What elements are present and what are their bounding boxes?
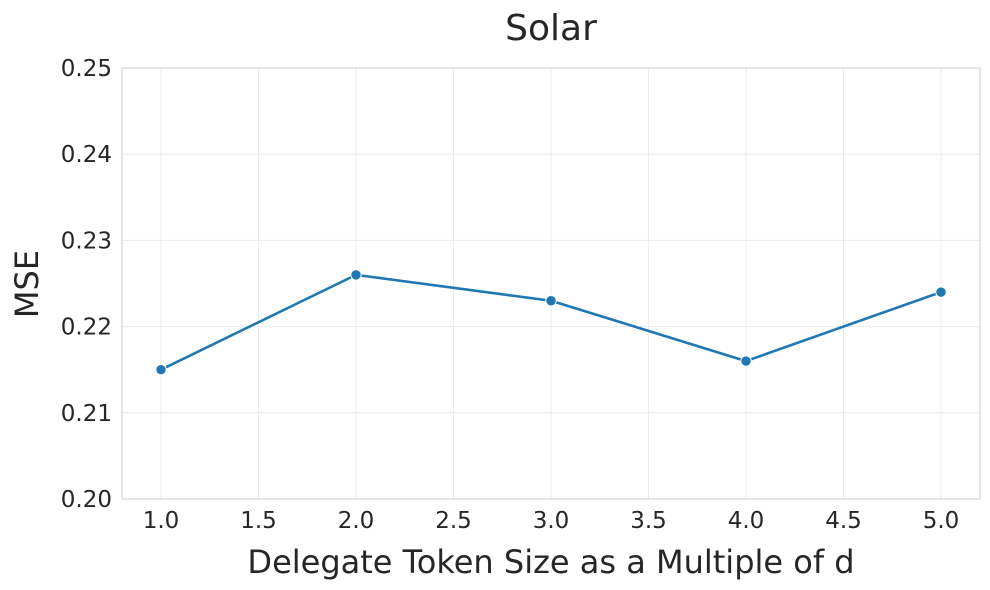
data-point [155,364,167,376]
data-point [740,355,752,367]
x-tick-label: 4.0 [728,508,765,534]
x-tick-label: 2.0 [338,508,375,534]
y-tick-label: 0.24 [61,142,112,168]
tick-labels: 1.0 1.5 2.0 2.5 3.0 3.5 4.0 4.5 5.0 0.20 0.21 0.22 0… [61,56,960,534]
x-tick-label: 3.0 [533,508,570,534]
x-tick-label: 1.0 [143,508,180,534]
chart-title: Solar [505,8,597,49]
x-tick-label: 5.0 [923,508,960,534]
y-tick-label: 0.21 [61,401,112,427]
x-tick-label: 2.5 [435,508,472,534]
x-tick-label: 3.5 [630,508,667,534]
y-tick-label: 0.22 [61,315,112,341]
x-tick-label: 4.5 [825,508,862,534]
plot-frame [121,67,981,500]
data-point [935,286,947,298]
y-tick-label: 0.23 [61,228,112,254]
y-tick-label: 0.20 [61,487,112,513]
x-axis-label: Delegate Token Size as a Multiple of d [247,543,854,581]
data-point [350,269,362,281]
x-tick-label: 1.5 [240,508,277,534]
grid [122,67,980,500]
data-point [545,295,557,307]
series-layer [155,269,947,376]
y-axis-label: MSE [8,250,46,318]
y-tick-label: 0.25 [61,56,112,82]
